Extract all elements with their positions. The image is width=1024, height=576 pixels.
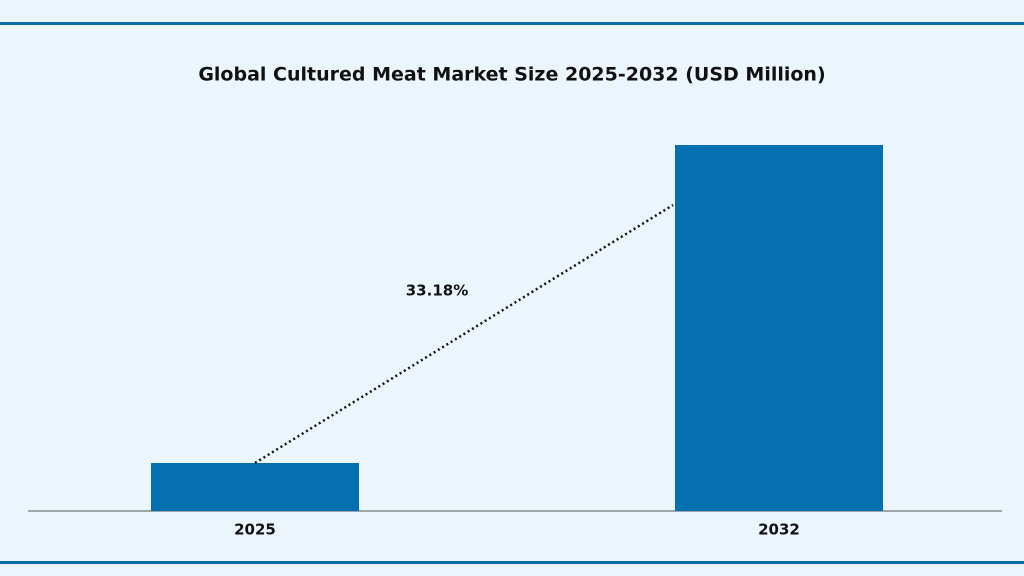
bar: [151, 463, 359, 511]
growth-line: [254, 203, 674, 465]
bar: [675, 145, 883, 511]
top-border: [0, 22, 1024, 25]
chart-title: Global Cultured Meat Market Size 2025-20…: [198, 64, 825, 86]
x-tick-label: 2025: [234, 521, 276, 539]
bottom-border: [0, 561, 1024, 564]
x-tick-label: 2032: [758, 521, 800, 539]
growth-annotation: 33.18%: [406, 282, 468, 300]
